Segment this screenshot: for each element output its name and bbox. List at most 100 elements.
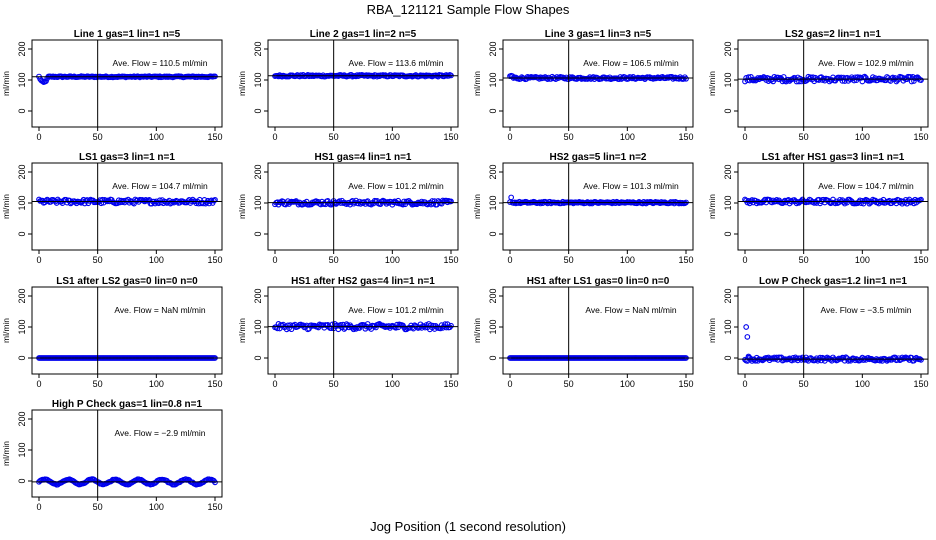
y-axis-label: ml/min [472,318,482,343]
y-tick-label: 0 [723,355,733,360]
x-tick-label: 100 [620,132,635,142]
y-tick-label: 200 [17,288,27,303]
data-point [182,476,189,482]
x-tick-label: 0 [272,379,277,389]
x-tick-label: 150 [913,255,928,265]
panel-title: HS1 after LS1 gas=0 lin=0 n=0 [527,276,670,287]
x-tick-label: 0 [36,132,41,142]
y-tick-label: 100 [723,195,733,210]
panel-title: LS1 after LS2 gas=0 lin=0 n=0 [56,276,198,287]
x-tick-label: 0 [507,379,512,389]
y-tick-label: 0 [488,231,498,236]
y-tick-label: 0 [17,355,27,360]
plot-frame [502,162,694,251]
data-point [448,322,454,329]
panel-title: LS1 after HS1 gas=3 lin=1 n=1 [762,152,905,163]
panel-title: Line 3 gas=1 lin=3 n=5 [545,29,652,40]
x-tick-label: 50 [329,132,339,142]
y-tick-label: 100 [253,195,263,210]
y-tick-label: 0 [488,355,498,360]
panel-title: HS1 after HS2 gas=4 lin=1 n=1 [291,276,435,287]
x-tick-label: 100 [855,379,870,389]
x-tick-label: 150 [443,132,458,142]
y-tick-label: 0 [17,478,27,483]
panel-12: Low P Check gas=1.2 lin=1 n=1 ml/min 0 50 10… [707,276,929,389]
data-point [817,354,823,361]
panel-8: LS1 after HS1 gas=3 lin=1 n=1 ml/min 0 50 10… [707,152,929,265]
y-tick-label: 200 [723,164,733,179]
data-point [918,357,924,363]
y-tick-label: 200 [253,164,263,179]
data-point [750,77,757,84]
panel-grid: Line 1 gas=1 lin=1 n=5 ml/min 0 50 100 150 0 10… [1,29,929,512]
data-point [448,198,454,205]
data-point [208,197,215,204]
average-flow-annotation: Ave. Flow = −2.9 ml/min [114,428,205,438]
panel-5: LS1 gas=3 lin=1 n=1 ml/min 0 50 100 150 0 100 20… [1,152,223,265]
x-tick-label: 50 [564,255,574,265]
average-flow-annotation: Ave. Flow = 101.3 ml/min [583,181,679,191]
x-tick-label: 100 [855,255,870,265]
panel-title: HS1 gas=4 lin=1 n=1 [315,152,412,163]
panel-3: Line 3 gas=1 lin=3 n=5 ml/min 0 50 100 150 0 10… [472,29,694,142]
y-tick-label: 200 [488,288,498,303]
y-tick-label: 100 [723,319,733,334]
panel-1: Line 1 gas=1 lin=1 n=5 ml/min 0 50 100 150 0 10… [1,29,223,142]
data-point [384,199,391,205]
x-tick-label: 100 [149,132,164,142]
y-axis-label: ml/min [237,71,247,96]
average-flow-annotation: Ave. Flow = 113.6 ml/min [349,58,444,68]
y-tick-label: 0 [723,231,733,236]
data-point [212,196,218,203]
y-tick-label: 0 [723,108,733,113]
x-tick-label: 150 [207,379,222,389]
y-tick-label: 100 [488,72,498,87]
y-axis-label: ml/min [707,71,717,96]
data-point [901,355,908,362]
x-tick-label: 150 [207,255,222,265]
panel-9: LS1 after LS2 gas=0 lin=0 n=0 ml/min 0 50 10… [1,276,223,389]
x-tick-label: 0 [742,132,747,142]
panel-title: LS1 gas=3 lin=1 n=1 [79,152,175,163]
data-point [142,197,149,203]
y-axis-label: ml/min [1,194,11,219]
data-point [851,77,857,84]
data-point [683,75,689,82]
y-axis-label: ml/min [237,318,247,343]
data-point [210,197,217,204]
y-tick-label: 100 [17,442,27,457]
panel-13: High P Check gas=1 lin=0.8 n=1 ml/min 0 50 1… [1,399,223,512]
data-point [429,198,436,204]
data-point [811,200,818,206]
data-point [404,199,411,205]
plot-frame [737,162,929,251]
plot-frame [31,286,223,375]
y-tick-label: 100 [488,195,498,210]
y-tick-label: 0 [253,355,263,360]
y-axis-label: ml/min [707,194,717,219]
x-tick-label: 50 [799,255,809,265]
figure-xlabel: Jog Position (1 second resolution) [370,519,566,534]
x-tick-label: 100 [149,379,164,389]
x-tick-label: 150 [913,132,928,142]
plot-frame [31,162,223,251]
x-tick-label: 50 [799,379,809,389]
panel-4: LS2 gas=2 lin=1 n=1 ml/min 0 50 100 150 0 100 20… [707,29,929,142]
y-tick-label: 100 [488,319,498,334]
x-tick-label: 150 [913,379,928,389]
data-point [422,324,429,331]
panel-title: HS2 gas=5 lin=1 n=2 [550,152,647,163]
panel-10: HS1 after HS2 gas=4 lin=1 n=1 ml/min 0 50 10… [237,276,459,389]
panel-2: Line 2 gas=1 lin=2 n=5 ml/min 0 50 100 150 0 10… [237,29,459,142]
data-point [43,78,49,84]
x-tick-label: 100 [620,255,635,265]
x-tick-label: 0 [507,132,512,142]
data-point [840,354,847,361]
x-tick-label: 0 [36,255,41,265]
x-tick-label: 100 [385,132,400,142]
y-tick-label: 200 [253,288,263,303]
x-tick-label: 50 [564,379,574,389]
x-tick-label: 150 [443,255,458,265]
y-tick-label: 200 [253,41,263,56]
